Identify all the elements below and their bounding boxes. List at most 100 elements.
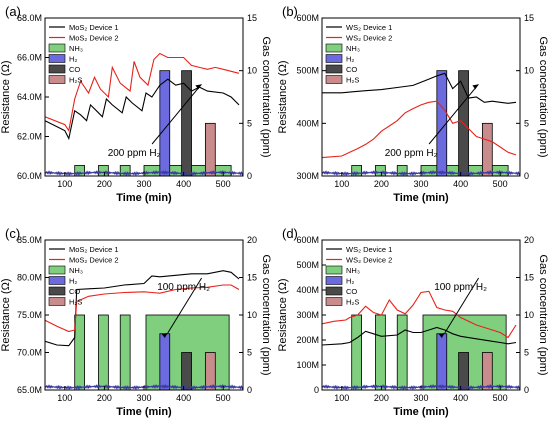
y-axis-label: Resistance (Ω) [0,60,12,133]
legend-label: H₂ [346,55,354,64]
legend-label: H₂ [69,55,77,64]
legend-label: H₂S [69,76,82,85]
legend-label: NH₃ [346,44,360,53]
legend-swatch [325,43,343,53]
legend-swatch [48,265,66,275]
annotation-arrowhead [161,333,168,338]
gas-pulse-bar [204,352,216,390]
legend-label: MoS₂ Device 1 [69,245,119,254]
series-line-device-1 [45,270,240,347]
legend-label: MoS₂ Device 2 [69,256,119,265]
legend-label: H₂ [69,277,77,286]
annotation-label: 200 ppm H₂ [385,148,438,159]
y-tick-label: 200M [296,335,319,345]
y2-axis-label: Gas concentration (ppm) [537,36,549,157]
x-tick-label: 300 [413,179,428,189]
legend-label: CO [69,287,80,296]
legend-swatch [325,75,343,84]
y-tick-label: 60.0M [17,171,42,181]
gas-pulse-bar [481,122,493,176]
y-tick-label: 62.0M [17,132,42,142]
y-tick-label: 70.0M [17,348,42,358]
x-tick-label: 500 [493,393,508,403]
series-line-device-2 [322,290,517,339]
y2-tick-label: 15 [247,273,257,283]
legend-swatch [48,64,66,74]
y2-tick-label: 0 [524,385,529,395]
annotation-arrowhead [472,84,479,90]
x-tick-label: 200 [374,393,389,403]
legend-label: WS₂ Device 2 [346,256,392,265]
x-tick-label: 100 [334,393,349,403]
gas-pulse-bar [74,314,85,390]
gas-pulse-bar [436,70,448,176]
legend-swatch [325,64,343,74]
gas-pulse-bar [181,70,192,176]
y-tick-label: 65.0M [17,385,42,395]
gas-pulse-bar [159,70,171,176]
y2-tick-label: 15 [524,13,534,23]
plot-area [322,70,520,176]
legend-label: CO [346,287,357,296]
y-tick-label: 85.0M [17,235,42,245]
legend-swatch [48,297,66,306]
x-tick-label: 400 [453,393,468,403]
gas-pulse-bar [375,314,386,390]
annotation-arrowhead [438,333,445,338]
y2-axis-label: Gas concentration (ppm) [260,36,272,157]
panel-label: (b) [282,4,298,19]
legend-label: MoS₂ Device 2 [69,34,119,43]
y-tick-label: 0 [314,385,319,395]
legend-swatch [48,286,66,296]
x-tick-label: 200 [97,393,112,403]
legend-swatch [48,276,66,285]
x-tick-label: 300 [413,393,428,403]
gas-pulse-bar [181,352,192,390]
panel-label: (c) [5,226,20,241]
legend-label: H₂S [346,298,359,307]
y-tick-label: 80.0M [17,273,42,283]
y-tick-label: 400M [296,285,319,295]
legend-label: WS₂ Device 1 [346,245,392,254]
gas-pulse-bar [458,352,469,390]
legend-label: WS₂ Device 1 [346,23,392,32]
series-line-device-1 [322,326,517,346]
x-tick-label: 400 [176,393,191,403]
x-axis-label: Time (min) [393,192,449,204]
chart-panel-2: 100 200 300 400 500 300M 400M 500M 600M 0 5 10 15 Tim… [277,4,549,204]
gas-pulse-bar [98,314,109,390]
y2-tick-label: 15 [247,13,257,23]
y-axis-label: Resistance (Ω) [277,60,289,133]
y2-tick-label: 5 [247,118,252,128]
x-tick-label: 400 [176,179,191,189]
y-axis-label: Resistance (Ω) [277,278,289,351]
x-tick-label: 500 [216,393,231,403]
panel-label: (a) [5,4,21,19]
x-tick-label: 100 [334,179,349,189]
y2-tick-label: 5 [524,118,529,128]
annotation-label: 100 ppm H₂ [157,282,210,293]
legend-label: NH₃ [69,44,83,53]
gas-pulse-bar [159,333,171,390]
legend-label: H₂S [69,298,82,307]
y2-tick-label: 10 [247,310,257,320]
legend-label: NH₃ [346,266,360,275]
annotation-arrow [444,277,480,334]
y-tick-label: 68.0M [17,13,42,23]
y2-tick-label: 10 [247,66,257,76]
gas-pulse-bar [204,122,216,176]
legend-swatch [325,265,343,275]
plot-area [45,270,243,390]
y-tick-label: 600M [296,235,319,245]
annotation-arrowhead [195,84,202,90]
legend-label: NH₃ [69,266,83,275]
y2-tick-label: 15 [524,273,534,283]
x-tick-label: 100 [57,179,72,189]
legend-swatch [48,75,66,84]
y2-tick-label: 0 [524,171,529,181]
gas-pulse-bar [436,333,448,390]
series-line-device-2 [45,52,240,133]
